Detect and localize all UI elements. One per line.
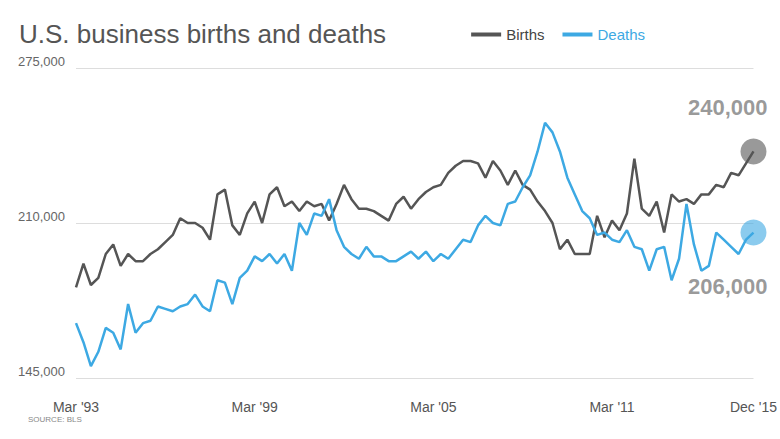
svg-text:U.S. business births and death: U.S. business births and deaths [19, 19, 386, 49]
svg-text:Dec '15: Dec '15 [730, 399, 777, 415]
svg-text:240,000: 240,000 [688, 95, 768, 120]
svg-text:Mar '11: Mar '11 [589, 399, 634, 415]
svg-text:Mar '93: Mar '93 [53, 399, 99, 415]
svg-text:206,000: 206,000 [688, 274, 768, 299]
svg-text:Births: Births [506, 26, 544, 43]
svg-text:210,000: 210,000 [18, 209, 65, 224]
svg-text:Mar '05: Mar '05 [410, 399, 456, 415]
svg-text:145,000: 145,000 [18, 364, 65, 379]
svg-text:Deaths: Deaths [597, 26, 645, 43]
svg-text:SOURCE: BLS: SOURCE: BLS [28, 415, 82, 424]
svg-text:275,000: 275,000 [18, 54, 65, 69]
svg-text:Mar '99: Mar '99 [232, 399, 278, 415]
